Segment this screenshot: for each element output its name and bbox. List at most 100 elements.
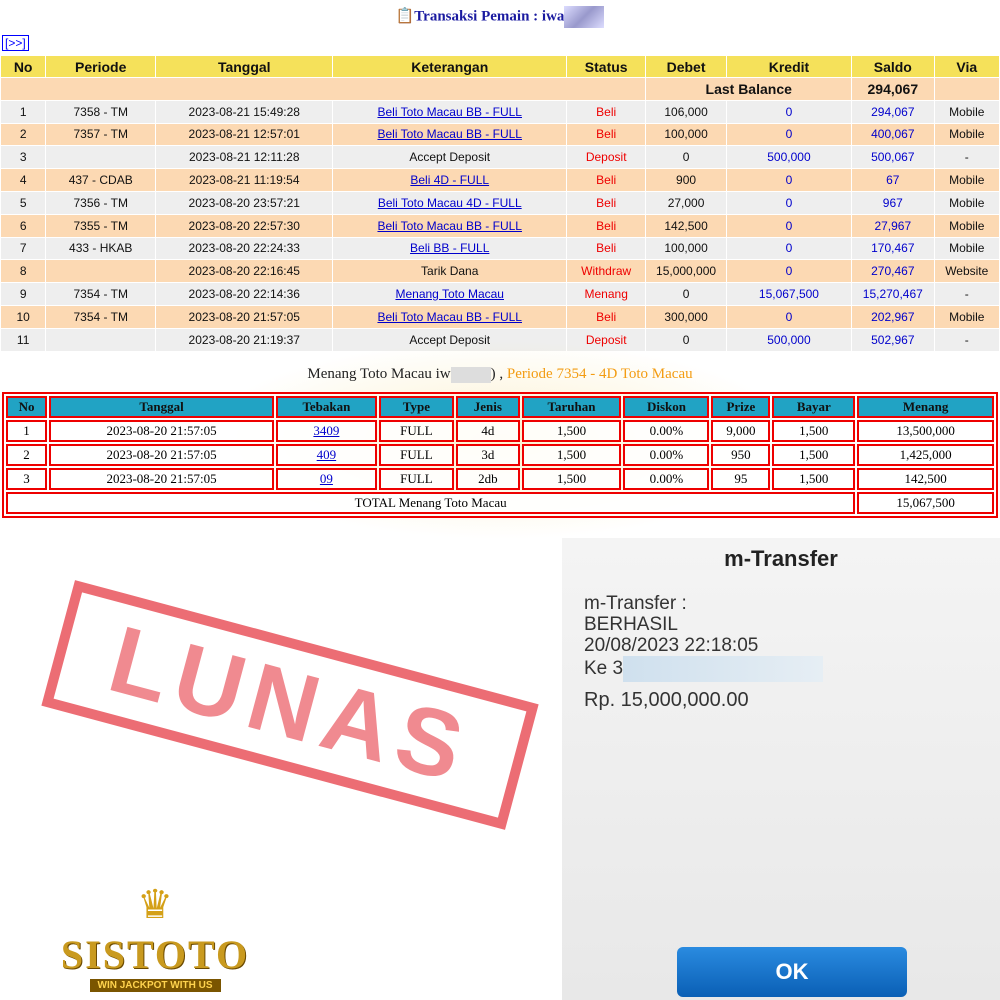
cell-via: Mobile (934, 237, 999, 260)
table-row: 11 2023-08-20 21:19:37 Accept Deposit Depos… (1, 328, 999, 351)
cell-kredit: 0 (726, 191, 852, 214)
cell-keterangan: Beli Toto Macau BB - FULL (333, 123, 567, 146)
cell-debet: 100,000 (646, 237, 726, 260)
cell-text: Mobile (949, 241, 985, 256)
col-header-saldo: Saldo (852, 56, 934, 77)
last-balance-row: Last Balance 294,067 (1, 78, 999, 100)
cell-type: FULL (378, 420, 455, 442)
cell-status: Menang (567, 283, 646, 305)
cell-text: 2023-08-20 22:24:33 (188, 241, 300, 256)
cell-text: Accept Deposit (409, 332, 491, 347)
mtransfer-screenshot: m-Transfer m-Transfer : BERHASIL 20/08/202… (562, 538, 1000, 1000)
total-value: 15,067,500 (857, 492, 994, 514)
guess-link[interactable]: 09 (319, 471, 333, 486)
cell-text: 0.00% (649, 471, 684, 486)
cell-saldo: 170,467 (852, 237, 934, 260)
cell-text: 0 (785, 241, 793, 256)
cell-type: FULL (378, 444, 455, 466)
cell-text: 2023-08-20 21:57:05 (106, 447, 217, 462)
page-title: 📋Transaksi Pemain : iwa (0, 6, 1000, 28)
cell-bayar: 1,500 (772, 468, 856, 490)
cell-text: 7354 - TM (73, 309, 128, 324)
cell-periode: 7354 - TM (46, 305, 156, 328)
cell-via: Website (934, 260, 999, 283)
cell-text: 67 (886, 173, 900, 188)
cell-saldo: 27,967 (852, 214, 934, 237)
cell-text: 300,000 (664, 309, 708, 324)
cell-periode: 7354 - TM (46, 283, 156, 305)
cell-saldo: 270,467 (852, 260, 934, 283)
cell-kredit: 0 (726, 214, 852, 237)
total-label: TOTAL Menang Toto Macau (6, 492, 856, 514)
cell-text: 2023-08-21 15:49:28 (188, 104, 300, 119)
description-link[interactable]: Beli BB - FULL (410, 241, 490, 256)
cell-text: Deposit (585, 150, 627, 165)
cell-text: 8 (19, 264, 27, 279)
guess-link[interactable]: 3409 (313, 423, 340, 438)
col-header-type: Type (378, 396, 455, 418)
description-link[interactable]: Beli Toto Macau BB - FULL (377, 104, 522, 119)
cell-saldo: 500,067 (852, 146, 934, 169)
description-link[interactable]: Beli Toto Macau BB - FULL (377, 127, 522, 142)
table-row: 5 7356 - TM 2023-08-20 23:57:21 Beli Toto M… (1, 191, 999, 214)
description-link[interactable]: Menang Toto Macau (395, 287, 504, 302)
cell-debet: 300,000 (646, 305, 726, 328)
cell-status: Beli (567, 191, 646, 214)
cell-debet: 0 (646, 328, 726, 351)
cell-text: 106,000 (664, 104, 708, 119)
cell-text: 0 (785, 173, 793, 188)
cell-kredit: 0 (726, 123, 852, 146)
ok-button[interactable]: OK (677, 947, 907, 997)
cell-text: Accept Deposit (409, 150, 491, 165)
total-row: TOTAL Menang Toto Macau 15,067,500 (6, 492, 994, 514)
description-link[interactable]: Beli Toto Macau BB - FULL (377, 218, 522, 233)
cell-saldo: 294,067 (852, 100, 934, 123)
cell-text: 7357 - TM (73, 127, 128, 142)
cell-text: Mobile (949, 127, 985, 142)
cell-text: 3 (19, 150, 27, 165)
cell-text: 27,967 (874, 218, 912, 233)
cell-debet: 0 (646, 146, 726, 169)
cell-text: Mobile (949, 309, 985, 324)
description-link[interactable]: Beli Toto Macau 4D - FULL (377, 195, 522, 210)
cell-text: 27,000 (667, 195, 705, 210)
cell-tanggal: 2023-08-20 21:19:37 (156, 328, 333, 351)
next-link[interactable]: [>>] (2, 35, 29, 51)
cell-debet: 106,000 (646, 100, 726, 123)
cell-saldo: 967 (852, 191, 934, 214)
cell-periode: 7358 - TM (46, 100, 156, 123)
cell-via: - (934, 283, 999, 305)
cell-periode: 7355 - TM (46, 214, 156, 237)
table-row: 1 7358 - TM 2023-08-21 15:49:28 Beli Toto M… (1, 100, 999, 123)
cell-text: 0.00% (649, 447, 684, 462)
cell-type: FULL (378, 468, 455, 490)
cell-status: Deposit (567, 328, 646, 351)
guess-link[interactable]: 409 (316, 447, 337, 462)
cell-text: - (964, 287, 969, 302)
cell-periode: 7357 - TM (46, 123, 156, 146)
table-row: 3 2023-08-21 12:11:28 Accept Deposit Deposi… (1, 146, 999, 169)
cell-debet: 27,000 (646, 191, 726, 214)
cell-kredit: 0 (726, 100, 852, 123)
cell-text: Beli (596, 218, 617, 233)
description-link[interactable]: Beli Toto Macau BB - FULL (377, 309, 522, 324)
cell-text: Beli (596, 104, 617, 119)
cell-text: 10 (16, 309, 30, 324)
col-header-prize: Prize (711, 396, 771, 418)
cell-text: 7358 - TM (73, 104, 128, 119)
cell-kredit: 15,067,500 (726, 283, 852, 305)
cell-text: 15,067,500 (758, 287, 819, 302)
cell-text: 1,500 (799, 423, 829, 438)
cell-tanggal: 2023-08-21 12:11:28 (156, 146, 333, 169)
table-row: 10 7354 - TM 2023-08-20 21:57:05 Beli Toto … (1, 305, 999, 328)
col-header-periode: Periode (46, 56, 156, 77)
description-link[interactable]: Beli 4D - FULL (410, 173, 490, 188)
cell-menang: 13,500,000 (857, 420, 994, 442)
cell-keterangan: Beli Toto Macau BB - FULL (333, 214, 567, 237)
col-header-debet: Debet (646, 56, 726, 77)
cell-text: 142,500 (904, 471, 947, 486)
cell-debet: 142,500 (646, 214, 726, 237)
cell-text: 0 (785, 127, 793, 142)
cell-text: 1,500 (556, 423, 587, 438)
cell-status: Deposit (567, 146, 646, 169)
